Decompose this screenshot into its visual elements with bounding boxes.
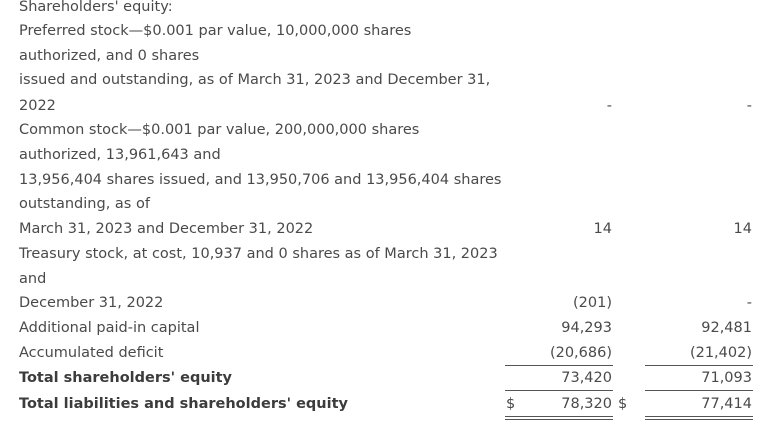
treasury-stock-label-line-3: December 31, 2022: [19, 295, 164, 311]
total-liabilities-equity-label: Total liabilities and shareholders' equi…: [19, 396, 348, 412]
common-stock-label-line-1: Common stock—$0.001 par value, 200,000,0…: [19, 122, 420, 138]
preferred-stock-label-line-1: Preferred stock—$0.001 par value, 10,000…: [19, 23, 412, 39]
section-header: Shareholders' equity:: [19, 0, 173, 15]
common-stock-2022-value: 14: [733, 221, 752, 237]
treasury-stock-2022-value: -: [746, 295, 752, 311]
apic-label: Additional paid-in capital: [19, 320, 200, 336]
total-liabilities-equity-2022-value: 77,414: [701, 396, 752, 412]
double-rule-bottom-2023: [505, 419, 613, 420]
total-shareholders-equity-label: Total shareholders' equity: [19, 370, 233, 386]
total-shareholders-equity-2023-value: 73,420: [561, 370, 612, 386]
common-stock-label-line-3: 13,956,404 shares issued, and 13,950,706…: [19, 172, 502, 188]
treasury-stock-label-line-2: and: [19, 271, 47, 287]
apic-2023-value: 94,293: [561, 320, 612, 336]
double-rule-top-2022: [645, 416, 753, 417]
total-rule-2023: [505, 390, 613, 391]
apic-2022-value: 92,481: [701, 320, 752, 336]
common-stock-label-line-5: March 31, 2023 and December 31, 2022: [19, 221, 314, 237]
preferred-stock-2023-value: -: [606, 98, 612, 114]
treasury-stock-label-line-1: Treasury stock, at cost, 10,937 and 0 sh…: [19, 246, 498, 262]
double-rule-top-2023: [505, 416, 613, 417]
preferred-stock-label-line-2: authorized, and 0 shares: [19, 48, 200, 64]
subtotal-rule-2022: [645, 365, 753, 366]
accumulated-deficit-2022-value: (21,402): [689, 345, 752, 361]
common-stock-label-line-2: authorized, 13,961,643 and: [19, 147, 221, 163]
total-liabilities-equity-2023-value: 78,320: [561, 396, 612, 412]
total-liabilities-equity-2022-currency: $: [618, 396, 628, 412]
accumulated-deficit-label: Accumulated deficit: [19, 345, 164, 361]
common-stock-label-line-4: outstanding, as of: [19, 196, 150, 212]
total-liabilities-equity-2023-currency: $: [506, 396, 516, 412]
subtotal-rule-2023: [505, 365, 613, 366]
preferred-stock-label-line-4: 2022: [19, 98, 56, 114]
common-stock-2023-value: 14: [593, 221, 612, 237]
accumulated-deficit-2023-value: (20,686): [549, 345, 612, 361]
total-shareholders-equity-2022-value: 71,093: [701, 370, 752, 386]
treasury-stock-2023-value: (201): [573, 295, 612, 311]
preferred-stock-label-line-3: issued and outstanding, as of March 31, …: [19, 72, 491, 88]
preferred-stock-2022-value: -: [746, 98, 752, 114]
total-rule-2022: [645, 390, 753, 391]
double-rule-bottom-2022: [645, 419, 753, 420]
